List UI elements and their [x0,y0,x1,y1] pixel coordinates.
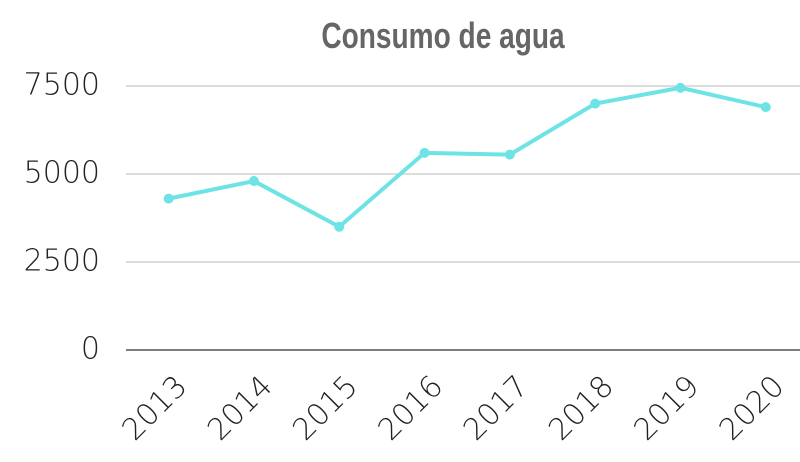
x-tick-label: 2019 [627,369,706,448]
y-tick-label: 0 [81,332,100,367]
data-point [419,147,430,158]
x-tick-label: 2016 [371,369,450,448]
data-point [760,102,771,113]
y-tick-label: 2500 [24,244,100,279]
x-tick-label: 2015 [286,369,365,448]
data-point [248,176,259,187]
x-tick-label: 2017 [457,369,536,448]
y-tick-label: 7500 [24,68,100,103]
x-tick-label: 2013 [116,369,195,448]
chart-title: Consumo de agua [321,16,565,56]
x-tick-label: 2020 [713,369,792,448]
y-tick-label: 5000 [24,156,100,191]
x-tick-label: 2014 [201,369,280,448]
data-point [163,193,174,204]
x-tick-label: 2018 [542,369,621,448]
data-point [590,98,601,109]
data-point [675,82,686,93]
data-point [334,221,345,232]
data-point [504,149,515,160]
series-line [168,85,767,229]
